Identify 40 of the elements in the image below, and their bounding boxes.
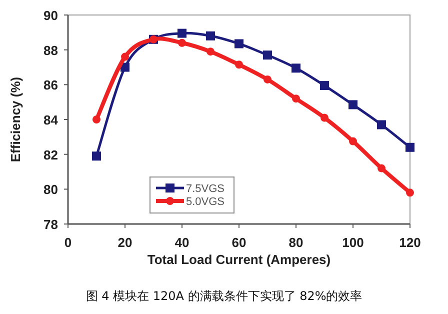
x-tick-label: 40 — [174, 235, 190, 250]
point — [320, 114, 328, 122]
x-tick-label: 0 — [64, 235, 72, 250]
point — [263, 50, 272, 60]
point — [406, 142, 414, 152]
y-tick-label: 88 — [44, 42, 58, 58]
point — [92, 152, 101, 161]
point — [292, 94, 300, 103]
point — [178, 38, 186, 47]
caption: 图 4 模块在 120A 的满载条件下实现了 82%的效率 — [86, 289, 362, 303]
x-tick-label: 20 — [118, 235, 132, 250]
y-tick-label: 78 — [44, 217, 58, 232]
point — [348, 100, 358, 110]
legend-label: 5.0VGS — [186, 196, 225, 208]
point — [206, 48, 214, 56]
point — [178, 28, 186, 38]
y-axis-title: Efficiency (%) — [8, 76, 23, 162]
point — [349, 137, 357, 146]
point — [292, 64, 300, 73]
point — [235, 60, 243, 69]
x-tick-label: 60 — [232, 235, 246, 250]
y-tick-label: 84 — [44, 112, 59, 128]
point — [92, 116, 100, 124]
y-tick-label: 82 — [44, 147, 58, 162]
y-tick-label: 90 — [44, 8, 58, 23]
legend-label: 7.5VGS — [186, 183, 225, 195]
y-tick-label: 80 — [44, 182, 58, 198]
point — [121, 52, 129, 61]
point — [234, 39, 244, 48]
point — [320, 81, 329, 90]
point — [406, 188, 414, 197]
point — [264, 75, 272, 84]
x-tick-label: 80 — [288, 235, 304, 250]
point — [377, 120, 386, 130]
x-axis-title: Total Load Current (Amperes) — [147, 252, 331, 267]
x-tick-label: 120 — [399, 235, 421, 250]
point — [378, 164, 386, 172]
point — [206, 31, 215, 40]
x-tick-label: 100 — [342, 235, 364, 250]
y-tick-label: 86 — [44, 78, 58, 93]
